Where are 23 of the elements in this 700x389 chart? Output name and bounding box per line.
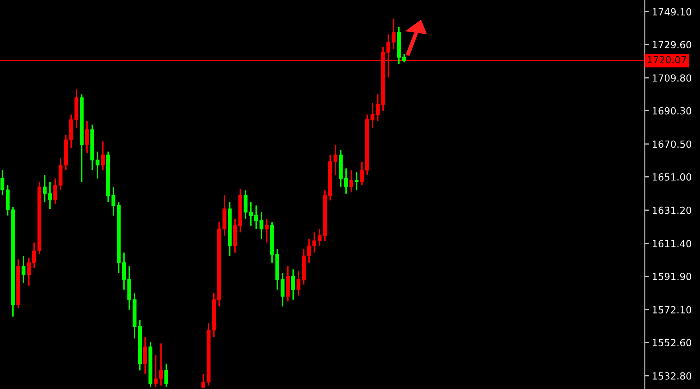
y-tick-label: 1532.80 [653,372,692,380]
ref-line-label: 1720.07 [648,56,686,64]
candlestick [286,266,290,302]
y-tick-label: 1611.40 [653,240,692,248]
y-tick-label: 1552.60 [653,339,692,347]
y-tick-label: 1729.60 [653,41,692,49]
candlestick [22,255,26,284]
y-tick-label: 1591.90 [653,273,692,280]
candlestick [164,363,168,388]
y-tick-label: 1651.00 [653,174,692,181]
candlestick [354,171,359,192]
candlestick [101,141,106,172]
y-tick-label: 1709.80 [653,74,692,82]
candlestick [85,120,90,154]
y-tick-label: 1690.30 [653,107,692,115]
candlestick [350,170,354,193]
candlestick [143,336,148,375]
y-tick-label: 1670.50 [653,140,692,148]
candlestick [291,268,296,301]
y-tick-label: 1749.10 [653,8,692,16]
y-tick-label: 1572.10 [653,306,692,314]
y-tick-label: 1631.20 [653,206,692,214]
candlestick [265,218,269,244]
